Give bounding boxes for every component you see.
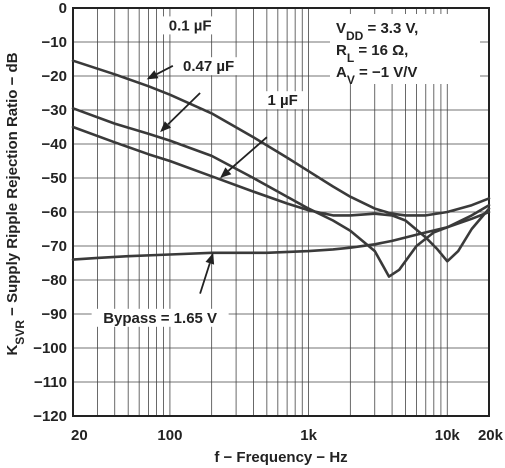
callout-arrow-4: [199, 263, 211, 294]
y-tick-label: −40: [42, 136, 67, 153]
condition-rl-main: R: [336, 42, 347, 59]
y-tick-label: −60: [42, 204, 67, 221]
condition-vdd: VDD = 3.3 V,: [336, 20, 418, 43]
series-line-1: [71, 59, 491, 217]
y-axis-title: KSVR − Supply Ripple Rejection Ratio − d…: [4, 52, 27, 355]
test-conditions: VDD = 3.3 V, RL = 16 Ω, AV = −1 V/V: [330, 14, 480, 87]
condition-av-rest: = −1 V/V: [355, 64, 418, 81]
y-axis-title-sub: SVR: [13, 320, 27, 345]
y-tick-label: −120: [33, 408, 67, 425]
series-label-background: [174, 57, 243, 76]
y-tick-label: −10: [42, 34, 67, 51]
x-axis-title: f − Frequency − Hz: [214, 449, 347, 466]
condition-rl-rest: = 16 Ω,: [354, 42, 408, 59]
y-tick-label: −70: [42, 238, 67, 255]
condition-vdd-sub: DD: [346, 29, 364, 43]
series-label-3: 1 µF: [267, 92, 297, 109]
series-label-4: Bypass = 1.65 V: [103, 310, 217, 327]
x-tick-label: 100: [157, 427, 182, 444]
y-tick-label: −80: [42, 272, 67, 289]
y-tick-label: −20: [42, 68, 67, 85]
x-tick-labels: 20 100 1k 10k 20k: [71, 427, 504, 444]
condition-vdd-rest: = 3.3 V,: [363, 20, 418, 37]
condition-av: AV = −1 V/V: [336, 64, 417, 87]
series-lines: [71, 59, 491, 278]
y-tick-label: −30: [42, 102, 67, 119]
x-tick-label: 10k: [435, 427, 461, 444]
y-tick-labels: 0 −10 −20 −30 −40 −50 −60 −70 −80 −90 −100 −110 −120: [33, 0, 67, 425]
y-tick-label: −50: [42, 170, 67, 187]
condition-rl-sub: L: [347, 51, 354, 65]
y-tick-label: 0: [59, 0, 67, 17]
callout-arrow-2: [167, 92, 201, 126]
callout-arrow-3: [227, 136, 268, 172]
x-tick-label: 20k: [478, 427, 504, 444]
callout-arrowhead-4: [205, 252, 215, 265]
series-label-background: [261, 91, 304, 110]
x-tick-label: 1k: [300, 427, 317, 444]
condition-vdd-main: V: [336, 20, 346, 37]
series-label-2: 0.47 µF: [183, 58, 234, 75]
callout-arrows: [146, 65, 268, 294]
condition-av-main: A: [336, 64, 347, 81]
x-tick-label: 20: [71, 427, 88, 444]
series-label-background: [91, 308, 229, 327]
y-tick-label: −90: [42, 306, 67, 323]
test-conditions-background: [330, 14, 480, 84]
series-line-3: [71, 125, 491, 263]
callout-arrowhead-1: [146, 70, 159, 80]
series-labels: 0.1 µF 0.47 µF 1 µF Bypass = 1.65 V: [91, 16, 304, 327]
series-line-2: [71, 107, 491, 278]
condition-rl: RL = 16 Ω,: [336, 42, 408, 65]
y-axis-title-rest: − Supply Ripple Rejection Ratio − dB: [4, 52, 21, 320]
series-line-4: [71, 210, 491, 261]
y-axis-title-main: K: [4, 345, 21, 356]
callout-arrowhead-2: [160, 121, 172, 133]
condition-av-sub: V: [347, 73, 355, 87]
y-tick-label: −100: [33, 340, 67, 357]
series-label-background: [160, 16, 220, 35]
callout-arrowhead-3: [220, 167, 232, 178]
callout-arrow-1: [156, 65, 174, 76]
y-tick-label: −110: [34, 374, 67, 391]
series-label-1: 0.1 µF: [169, 17, 212, 34]
